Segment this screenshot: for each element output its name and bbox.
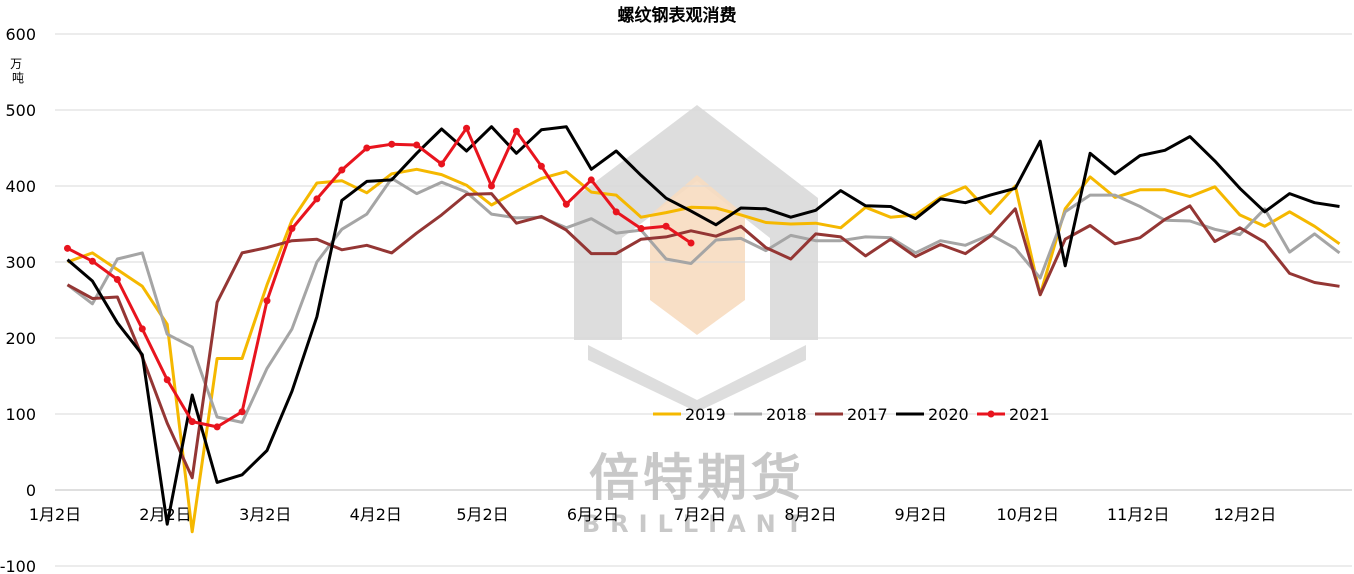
x-tick-label: 6月2日 bbox=[567, 505, 619, 524]
x-tick-label: 8月2日 bbox=[784, 505, 836, 524]
series-line-2017 bbox=[66, 192, 1340, 480]
y-axis-unit-line-1: 万 bbox=[10, 57, 22, 71]
y-tick-label: 200 bbox=[5, 329, 36, 348]
watermark-logo-center bbox=[650, 175, 745, 335]
y-tick-label: 500 bbox=[5, 101, 36, 120]
x-tick-label: 12月2日 bbox=[1214, 505, 1277, 524]
series-2021 bbox=[63, 124, 695, 431]
legend-item-2021: 2021 bbox=[977, 405, 1050, 424]
series-2018 bbox=[66, 176, 1341, 424]
series-2020 bbox=[66, 125, 1340, 526]
x-tick-label: 9月2日 bbox=[895, 505, 947, 524]
y-tick-label: 400 bbox=[5, 177, 36, 196]
watermark: 倍特期货 BRILLIANT bbox=[574, 105, 818, 538]
data-point-2021 bbox=[537, 162, 545, 170]
series-line-2018 bbox=[66, 176, 1341, 424]
data-point-2021 bbox=[63, 244, 71, 252]
y-axis-unit: 万 吨 bbox=[10, 57, 26, 85]
data-point-2021 bbox=[463, 124, 471, 132]
y-tick-label: 600 bbox=[5, 25, 36, 44]
data-point-2021 bbox=[313, 195, 321, 203]
data-point-2021 bbox=[438, 160, 446, 168]
data-point-2021 bbox=[338, 166, 346, 174]
watermark-subtext: BRILLIANT bbox=[582, 510, 812, 538]
legend-label: 2017 bbox=[847, 405, 888, 424]
data-point-2021 bbox=[363, 144, 371, 152]
legend-label: 2018 bbox=[766, 405, 807, 424]
data-point-2021 bbox=[662, 222, 670, 230]
legend-label: 2019 bbox=[685, 405, 726, 424]
watermark-logo-left bbox=[574, 105, 697, 340]
chart-title: 螺纹钢表观消费 bbox=[618, 5, 737, 26]
data-point-2021 bbox=[687, 239, 695, 247]
data-point-2021 bbox=[263, 297, 271, 305]
legend-marker bbox=[987, 410, 995, 418]
x-tick-label: 4月2日 bbox=[350, 505, 402, 524]
y-tick-label: 100 bbox=[5, 405, 36, 424]
x-tick-label: 1月2日 bbox=[29, 505, 81, 524]
data-point-2021 bbox=[288, 225, 296, 233]
data-point-2021 bbox=[587, 176, 595, 184]
data-point-2021 bbox=[138, 325, 146, 333]
y-axis: -100 0 100 200 300 400 500 600 bbox=[0, 25, 36, 574]
series-group bbox=[63, 124, 1341, 534]
data-point-2021 bbox=[487, 182, 495, 190]
data-point-2021 bbox=[413, 141, 421, 149]
data-point-2021 bbox=[612, 208, 620, 216]
legend-item-2018: 2018 bbox=[734, 405, 807, 424]
series-line-2021 bbox=[66, 126, 692, 429]
x-tick-label: 7月2日 bbox=[674, 505, 726, 524]
watermark-logo-right bbox=[697, 105, 818, 340]
watermark-logo-bottom bbox=[588, 345, 806, 412]
x-tick-label: 3月2日 bbox=[239, 505, 291, 524]
series-2017 bbox=[66, 192, 1340, 480]
data-point-2021 bbox=[88, 257, 96, 265]
x-tick-label: 10月2日 bbox=[996, 505, 1059, 524]
data-point-2021 bbox=[113, 275, 121, 283]
data-point-2021 bbox=[388, 140, 396, 148]
series-2019 bbox=[66, 167, 1341, 534]
y-tick-label: 0 bbox=[26, 481, 36, 500]
data-point-2021 bbox=[163, 376, 171, 384]
data-point-2021 bbox=[213, 423, 221, 431]
data-point-2021 bbox=[562, 200, 570, 208]
series-line-2019 bbox=[66, 167, 1341, 534]
series-line-2020 bbox=[66, 125, 1340, 526]
legend-label: 2020 bbox=[928, 405, 969, 424]
watermark-text: 倍特期货 bbox=[589, 449, 805, 507]
data-point-2021 bbox=[238, 408, 246, 416]
x-tick-label: 5月2日 bbox=[456, 505, 508, 524]
legend-item-2017: 2017 bbox=[815, 405, 888, 424]
x-tick-label: 11月2日 bbox=[1107, 505, 1170, 524]
y-tick-label: -100 bbox=[0, 557, 36, 574]
data-point-2021 bbox=[188, 418, 196, 426]
y-tick-label: 300 bbox=[5, 253, 36, 272]
y-axis-unit-line-2: 吨 bbox=[12, 71, 24, 85]
legend-item-2020: 2020 bbox=[896, 405, 969, 424]
data-point-2021 bbox=[512, 127, 520, 135]
data-point-2021 bbox=[637, 225, 645, 233]
legend-item-2019: 2019 bbox=[653, 405, 726, 424]
legend: 2019 2018 2017 2020 2021 bbox=[653, 405, 1050, 424]
legend-label: 2021 bbox=[1009, 405, 1050, 424]
